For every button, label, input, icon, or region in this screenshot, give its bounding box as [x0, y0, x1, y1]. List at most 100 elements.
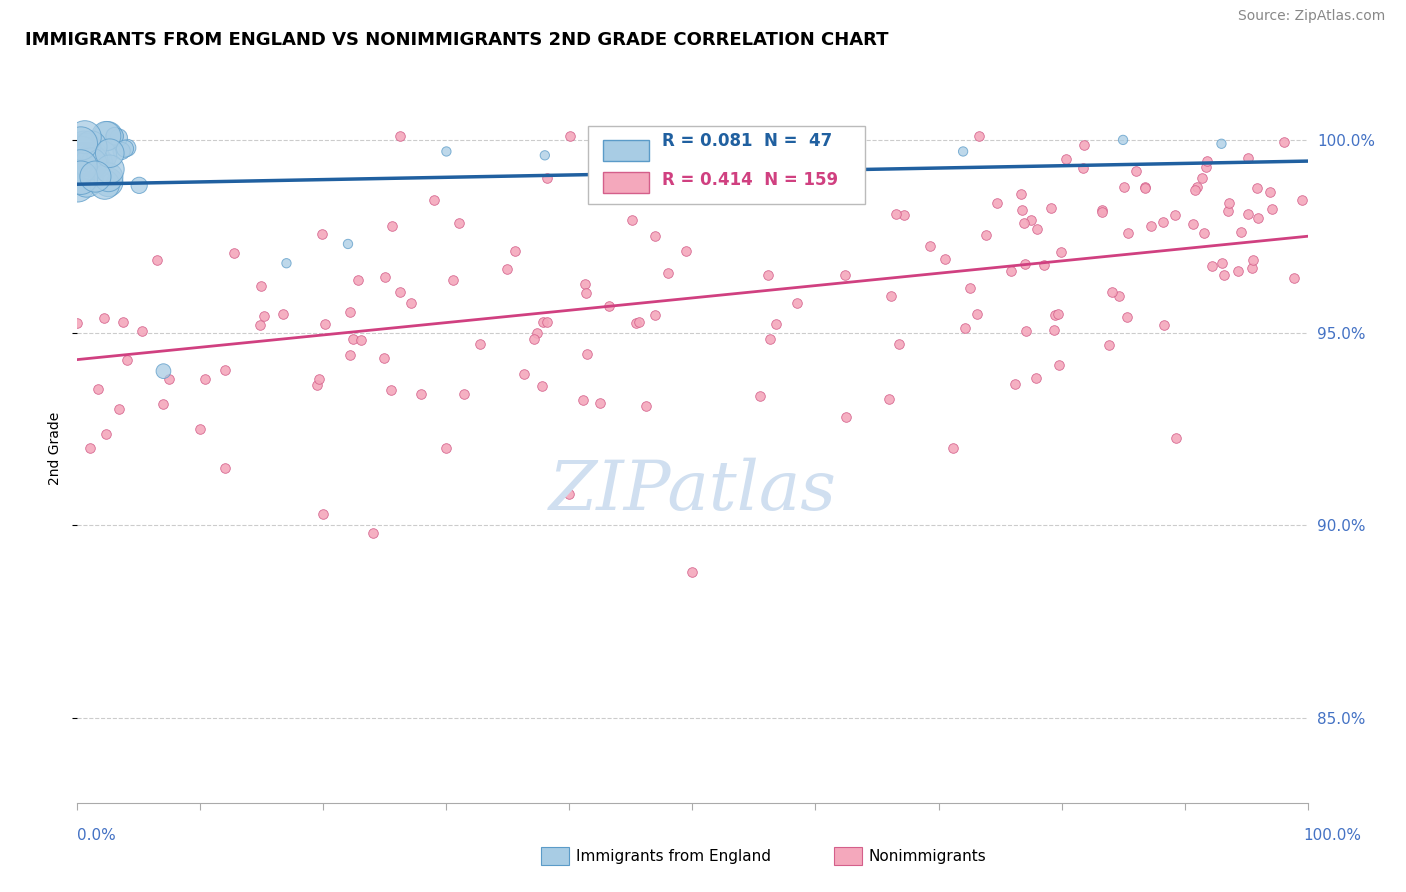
Point — [115, 352, 138, 367]
Point — [145, 253, 167, 268]
Point — [453, 387, 475, 401]
Point — [83, 151, 105, 165]
Point — [449, 216, 471, 230]
Point — [1000, 263, 1022, 277]
Text: R = 0.081  N =  47: R = 0.081 N = 47 — [662, 132, 832, 150]
Point — [942, 442, 965, 455]
Point — [312, 507, 335, 521]
Point — [1153, 318, 1175, 333]
Point — [1101, 285, 1123, 299]
Point — [409, 386, 432, 401]
FancyBboxPatch shape — [588, 126, 865, 203]
Point — [337, 237, 360, 252]
Point — [107, 130, 129, 145]
Point — [682, 160, 704, 174]
Point — [1218, 195, 1240, 210]
Point — [117, 141, 139, 155]
Point — [1114, 179, 1136, 194]
Point — [598, 299, 620, 313]
Point — [1211, 255, 1233, 269]
Point — [675, 244, 697, 259]
Point — [1192, 226, 1215, 240]
Point — [214, 460, 236, 475]
Point — [380, 219, 402, 234]
Point — [75, 153, 97, 167]
Point — [311, 227, 333, 241]
Point — [98, 162, 121, 177]
Point — [877, 392, 900, 407]
Point — [76, 174, 98, 188]
Text: ZIPatlas: ZIPatlas — [548, 458, 837, 524]
Point — [1212, 268, 1234, 282]
Point — [77, 157, 100, 171]
Point — [1140, 219, 1163, 234]
Point — [69, 160, 91, 174]
Point — [974, 227, 997, 242]
Point — [314, 318, 336, 332]
Text: Immigrants from England: Immigrants from England — [576, 849, 772, 863]
Point — [389, 129, 412, 144]
Point — [804, 156, 827, 170]
Point — [361, 526, 384, 541]
Point — [1004, 377, 1026, 392]
Point — [194, 372, 217, 386]
Point — [934, 252, 956, 266]
Point — [634, 400, 657, 414]
Point — [84, 165, 107, 179]
Text: R = 0.414  N = 159: R = 0.414 N = 159 — [662, 171, 838, 189]
Point — [536, 171, 558, 186]
Point — [1241, 252, 1264, 267]
Point — [513, 367, 536, 381]
Point — [97, 170, 120, 185]
Point — [96, 129, 118, 144]
FancyBboxPatch shape — [603, 140, 650, 161]
Point — [1025, 370, 1047, 384]
Point — [86, 155, 108, 169]
Point — [75, 152, 97, 166]
Point — [86, 382, 108, 396]
Point — [1043, 309, 1066, 323]
Point — [884, 206, 907, 220]
Point — [250, 279, 273, 293]
Point — [342, 332, 364, 346]
Point — [1019, 213, 1042, 227]
Point — [748, 389, 770, 403]
Point — [82, 165, 104, 179]
Point — [572, 393, 595, 408]
Point — [347, 273, 370, 287]
Text: Source: ZipAtlas.com: Source: ZipAtlas.com — [1237, 9, 1385, 23]
Point — [253, 310, 276, 324]
Point — [887, 336, 910, 351]
Point — [374, 269, 396, 284]
Point — [1211, 136, 1233, 151]
Point — [423, 193, 446, 207]
Point — [66, 178, 89, 192]
Point — [1291, 193, 1313, 207]
Point — [503, 244, 526, 258]
Point — [339, 348, 361, 362]
Point — [1237, 151, 1260, 165]
Point — [523, 332, 546, 346]
Point — [1164, 431, 1187, 445]
Point — [108, 402, 131, 417]
Point — [1133, 180, 1156, 194]
Point — [893, 208, 915, 222]
Point — [436, 145, 458, 159]
Point — [112, 315, 135, 329]
Point — [1091, 203, 1114, 218]
Point — [128, 178, 150, 193]
Point — [1260, 185, 1282, 199]
FancyBboxPatch shape — [603, 171, 650, 193]
Point — [808, 163, 831, 178]
Point — [1185, 180, 1208, 194]
Point — [93, 178, 115, 192]
Point — [75, 142, 97, 156]
Point — [249, 318, 271, 333]
Point — [953, 321, 976, 335]
Point — [786, 296, 808, 310]
Point — [98, 146, 121, 161]
Point — [526, 326, 548, 340]
Point — [399, 296, 422, 310]
Point — [531, 379, 554, 393]
Point — [575, 286, 598, 301]
